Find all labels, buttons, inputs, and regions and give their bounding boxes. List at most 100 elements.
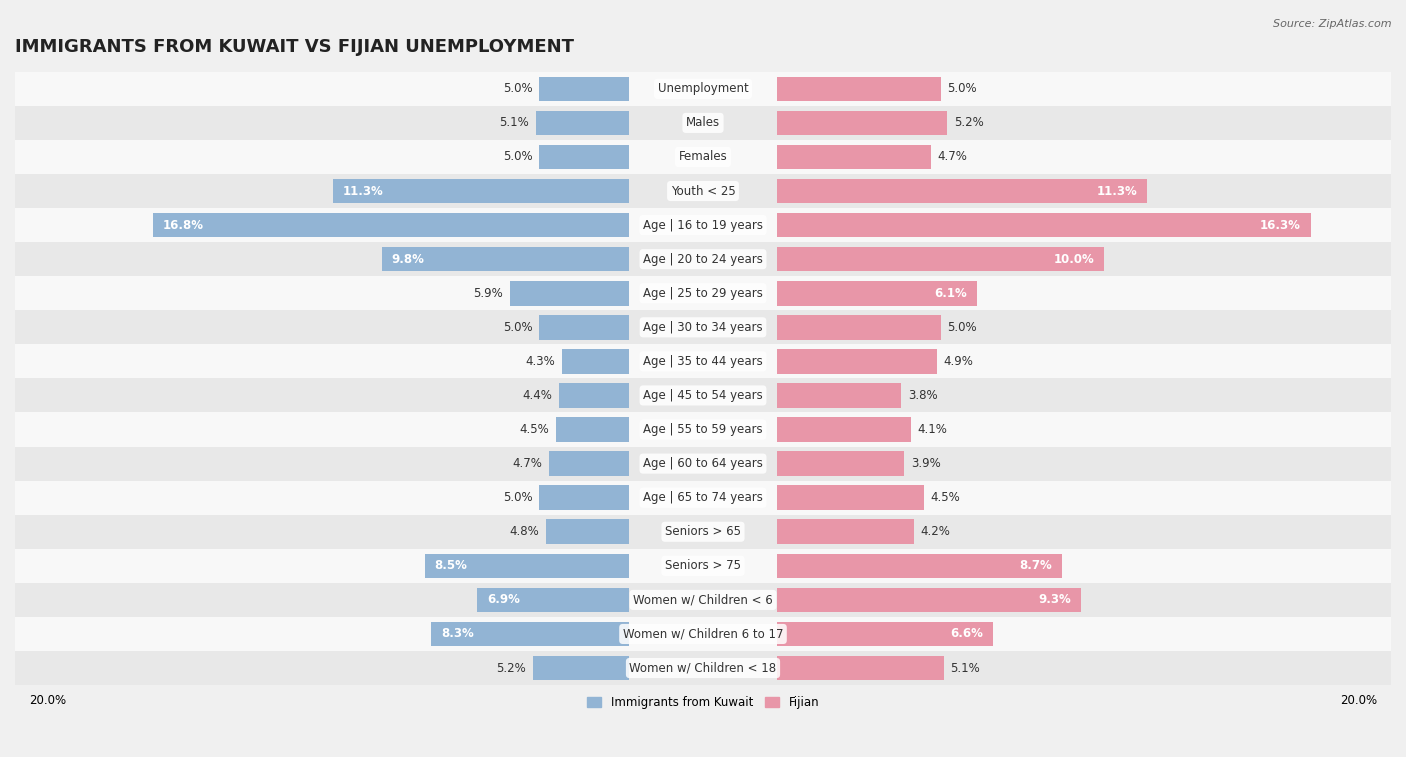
Bar xyxy=(425,553,630,578)
Bar xyxy=(0,481,1406,515)
Bar xyxy=(776,76,941,101)
Bar xyxy=(776,417,911,442)
Text: Age | 45 to 54 years: Age | 45 to 54 years xyxy=(643,389,763,402)
Bar xyxy=(776,213,1310,238)
Bar xyxy=(0,72,1406,106)
Text: 6.1%: 6.1% xyxy=(934,287,967,300)
Bar xyxy=(776,383,901,408)
Bar xyxy=(546,519,630,544)
Text: 11.3%: 11.3% xyxy=(343,185,384,198)
Text: 5.0%: 5.0% xyxy=(503,321,533,334)
Text: 8.7%: 8.7% xyxy=(1019,559,1052,572)
Bar xyxy=(776,281,977,306)
Bar xyxy=(558,383,630,408)
Text: 9.3%: 9.3% xyxy=(1039,593,1071,606)
Text: 5.2%: 5.2% xyxy=(953,117,983,129)
Text: 6.9%: 6.9% xyxy=(486,593,520,606)
Bar xyxy=(776,656,943,681)
Text: Source: ZipAtlas.com: Source: ZipAtlas.com xyxy=(1274,19,1392,29)
Text: 4.7%: 4.7% xyxy=(513,457,543,470)
Bar xyxy=(776,451,904,476)
Bar xyxy=(0,583,1406,617)
Bar xyxy=(0,549,1406,583)
Bar xyxy=(0,651,1406,685)
Text: 9.8%: 9.8% xyxy=(392,253,425,266)
Text: Seniors > 65: Seniors > 65 xyxy=(665,525,741,538)
Text: 5.1%: 5.1% xyxy=(950,662,980,674)
Bar xyxy=(382,247,630,272)
Bar xyxy=(776,349,938,374)
Bar xyxy=(477,587,630,612)
Text: 3.9%: 3.9% xyxy=(911,457,941,470)
Text: Age | 65 to 74 years: Age | 65 to 74 years xyxy=(643,491,763,504)
Bar xyxy=(538,485,630,510)
Text: Males: Males xyxy=(686,117,720,129)
Text: 5.0%: 5.0% xyxy=(948,321,977,334)
Text: Women w/ Children < 18: Women w/ Children < 18 xyxy=(630,662,776,674)
Text: IMMIGRANTS FROM KUWAIT VS FIJIAN UNEMPLOYMENT: IMMIGRANTS FROM KUWAIT VS FIJIAN UNEMPLO… xyxy=(15,38,574,56)
Bar xyxy=(432,621,630,646)
Text: 16.3%: 16.3% xyxy=(1260,219,1301,232)
Bar xyxy=(0,242,1406,276)
Text: Females: Females xyxy=(679,151,727,164)
Bar xyxy=(776,111,948,136)
Text: 4.7%: 4.7% xyxy=(938,151,967,164)
Bar xyxy=(555,417,630,442)
Bar xyxy=(0,208,1406,242)
Text: 5.2%: 5.2% xyxy=(496,662,526,674)
Legend: Immigrants from Kuwait, Fijian: Immigrants from Kuwait, Fijian xyxy=(582,691,824,714)
Text: 5.9%: 5.9% xyxy=(474,287,503,300)
Text: Youth < 25: Youth < 25 xyxy=(671,185,735,198)
Bar xyxy=(776,315,941,340)
Text: 4.5%: 4.5% xyxy=(519,423,548,436)
Bar xyxy=(0,378,1406,413)
Text: 10.0%: 10.0% xyxy=(1053,253,1094,266)
Bar xyxy=(0,174,1406,208)
Bar xyxy=(776,621,993,646)
Text: Age | 60 to 64 years: Age | 60 to 64 years xyxy=(643,457,763,470)
Text: Age | 55 to 59 years: Age | 55 to 59 years xyxy=(643,423,763,436)
Text: 5.0%: 5.0% xyxy=(948,83,977,95)
Text: 4.5%: 4.5% xyxy=(931,491,960,504)
Text: 4.4%: 4.4% xyxy=(523,389,553,402)
Bar xyxy=(0,276,1406,310)
Text: Age | 20 to 24 years: Age | 20 to 24 years xyxy=(643,253,763,266)
Text: 8.5%: 8.5% xyxy=(434,559,467,572)
Text: Seniors > 75: Seniors > 75 xyxy=(665,559,741,572)
Bar xyxy=(776,247,1104,272)
Text: 3.8%: 3.8% xyxy=(908,389,938,402)
Text: 8.3%: 8.3% xyxy=(441,628,474,640)
Text: Age | 16 to 19 years: Age | 16 to 19 years xyxy=(643,219,763,232)
Text: Unemployment: Unemployment xyxy=(658,83,748,95)
Text: 5.1%: 5.1% xyxy=(499,117,530,129)
Bar xyxy=(776,519,914,544)
Bar xyxy=(776,179,1147,204)
Text: 4.1%: 4.1% xyxy=(918,423,948,436)
Bar xyxy=(0,344,1406,378)
Bar xyxy=(0,617,1406,651)
Bar xyxy=(538,145,630,170)
Bar xyxy=(0,515,1406,549)
Bar xyxy=(776,587,1081,612)
Text: Women w/ Children 6 to 17: Women w/ Children 6 to 17 xyxy=(623,628,783,640)
Bar xyxy=(153,213,630,238)
Bar xyxy=(0,413,1406,447)
Bar xyxy=(0,140,1406,174)
Bar xyxy=(333,179,630,204)
Text: 4.9%: 4.9% xyxy=(943,355,974,368)
Text: Age | 35 to 44 years: Age | 35 to 44 years xyxy=(643,355,763,368)
Text: Women w/ Children < 6: Women w/ Children < 6 xyxy=(633,593,773,606)
Bar xyxy=(0,106,1406,140)
Text: 11.3%: 11.3% xyxy=(1097,185,1137,198)
Bar xyxy=(776,553,1062,578)
Bar xyxy=(0,447,1406,481)
Text: 5.0%: 5.0% xyxy=(503,491,533,504)
Text: Age | 25 to 29 years: Age | 25 to 29 years xyxy=(643,287,763,300)
Text: 6.6%: 6.6% xyxy=(950,628,983,640)
Bar xyxy=(776,485,924,510)
Bar xyxy=(0,310,1406,344)
Text: 16.8%: 16.8% xyxy=(163,219,204,232)
Text: Age | 30 to 34 years: Age | 30 to 34 years xyxy=(643,321,763,334)
Text: 5.0%: 5.0% xyxy=(503,83,533,95)
Bar xyxy=(562,349,630,374)
